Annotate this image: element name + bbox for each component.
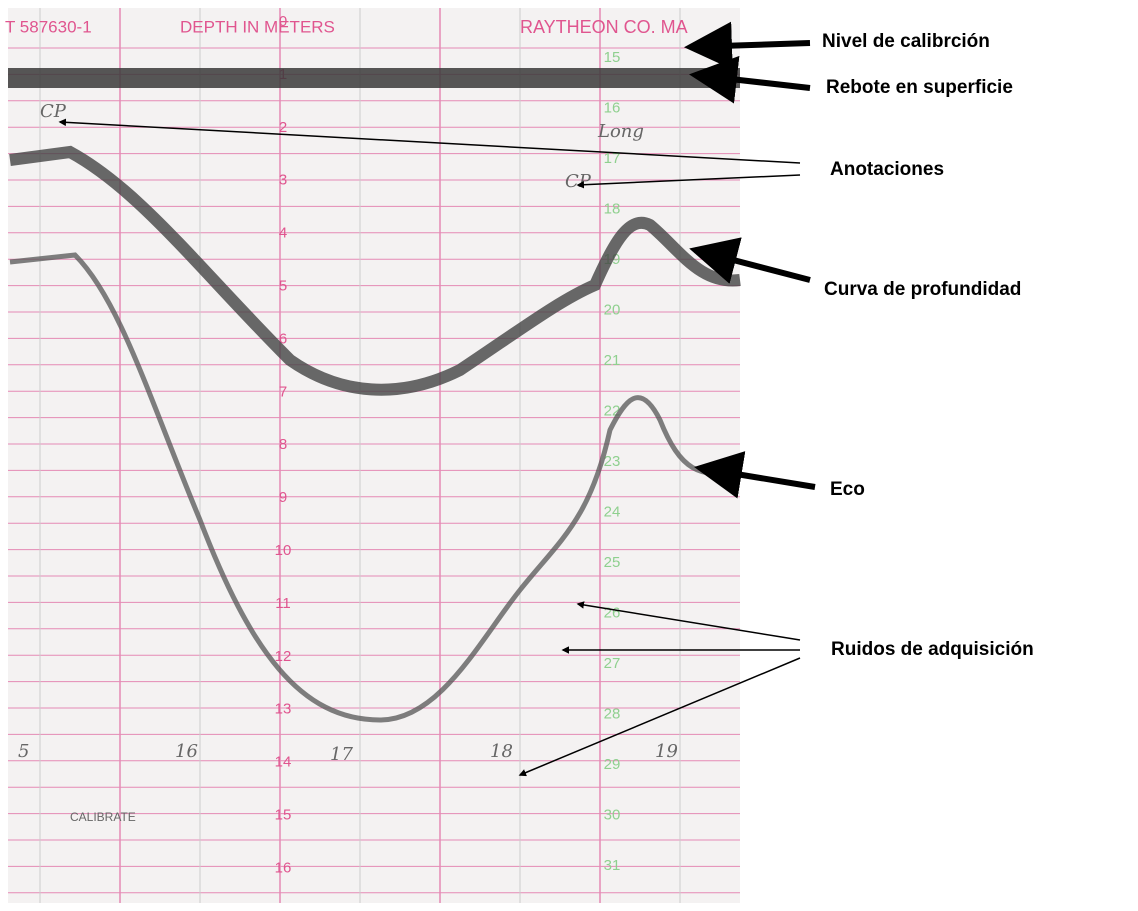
maker: RAYTHEON CO. MA [520, 17, 688, 37]
handwritten-note: 19 [655, 741, 678, 762]
depth-tick-label: 2 [279, 119, 287, 136]
annotation-label: Anotaciones [830, 159, 944, 180]
secondary-tick-label: 29 [604, 756, 621, 773]
annotation-arrow [690, 43, 810, 47]
secondary-tick-label: 28 [604, 705, 621, 722]
secondary-tick-label: 25 [604, 554, 621, 571]
depth-tick-label: 4 [279, 225, 287, 242]
handwritten-note: 17 [330, 744, 353, 765]
handwritten-note: 5 [18, 741, 29, 762]
depth-tick-label: 7 [279, 383, 287, 400]
depth-tick-label: 14 [275, 754, 292, 771]
depth-tick-label: 9 [279, 489, 287, 506]
annotation-label: Nivel de calibrción [822, 31, 990, 52]
secondary-tick-label: 15 [604, 49, 621, 66]
handwritten-note: Long [597, 121, 644, 142]
handwritten-note: 18 [490, 741, 513, 762]
secondary-tick-label: 23 [604, 453, 621, 470]
secondary-tick-label: 16 [604, 99, 621, 116]
calibrate-label: CALIBRATE [70, 810, 136, 824]
depth-tick-label: 5 [279, 277, 287, 294]
annotation-label: Curva de profundidad [824, 279, 1021, 300]
depth-tick-label: 3 [279, 172, 287, 189]
secondary-tick-label: 20 [604, 301, 621, 318]
depth-tick-label: 15 [275, 806, 292, 823]
annotation-label: Eco [830, 479, 865, 500]
secondary-tick-label: 31 [604, 857, 621, 874]
depth-tick-label: 10 [275, 542, 292, 559]
secondary-tick-label: 21 [604, 352, 621, 369]
depth-tick-label: 13 [275, 701, 292, 718]
depth-tick-label: 12 [275, 648, 292, 665]
secondary-tick-label: 26 [604, 604, 621, 621]
depth-label: DEPTH IN METERS [180, 17, 335, 36]
chart-paper [8, 8, 740, 903]
handwritten-note: CP [565, 171, 592, 192]
annotation-label: Rebote en superficie [826, 77, 1013, 98]
figure: 0123456789101112131415161516171819202122… [0, 0, 1138, 911]
serial: T 587630-1 [5, 17, 92, 36]
handwritten-note: CP [40, 101, 67, 122]
depth-tick-label: 16 [275, 859, 292, 876]
secondary-tick-label: 27 [604, 655, 621, 672]
surface-band [8, 68, 740, 88]
depth-tick-label: 8 [279, 436, 287, 453]
annotation-label: Ruidos de adquisición [831, 639, 1034, 660]
secondary-tick-label: 18 [604, 200, 621, 217]
secondary-tick-label: 30 [604, 806, 621, 823]
depth-tick-label: 11 [275, 595, 291, 612]
secondary-tick-label: 24 [604, 503, 621, 520]
handwritten-note: 16 [175, 741, 198, 762]
